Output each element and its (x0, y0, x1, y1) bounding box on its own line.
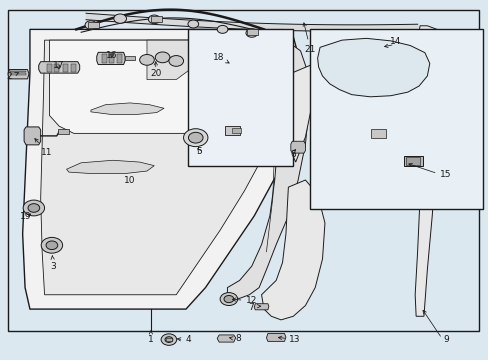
Text: 5: 5 (196, 147, 202, 156)
Text: 14: 14 (389, 37, 401, 46)
Bar (63, 64, 68, 72)
Text: 7: 7 (248, 303, 254, 312)
Polygon shape (97, 52, 125, 64)
Bar (88, 22, 99, 28)
Polygon shape (49, 40, 234, 134)
Bar (188, 30, 293, 166)
Bar (8, 10, 478, 330)
Bar (117, 54, 122, 63)
Bar (370, 129, 385, 138)
Text: 2: 2 (7, 72, 19, 81)
Circle shape (245, 29, 257, 37)
Text: 3: 3 (50, 256, 56, 271)
Bar (232, 128, 241, 134)
Bar (10, 73, 26, 75)
Text: 6: 6 (290, 150, 296, 159)
Polygon shape (227, 44, 308, 298)
Bar (10, 71, 26, 72)
Polygon shape (24, 127, 41, 145)
Bar (109, 54, 114, 63)
Circle shape (114, 14, 126, 23)
Circle shape (188, 132, 203, 143)
Circle shape (183, 129, 207, 147)
Polygon shape (290, 65, 312, 162)
Bar (47, 64, 52, 72)
Circle shape (220, 293, 237, 306)
Bar (58, 129, 69, 134)
Polygon shape (217, 335, 235, 342)
Polygon shape (266, 333, 285, 341)
Circle shape (161, 334, 176, 345)
Circle shape (164, 337, 172, 342)
Circle shape (140, 54, 154, 65)
Circle shape (217, 26, 227, 33)
Text: 18: 18 (213, 53, 229, 63)
Circle shape (224, 296, 233, 303)
Bar (102, 54, 107, 63)
Polygon shape (39, 62, 80, 73)
Circle shape (155, 52, 169, 63)
Bar (224, 126, 239, 135)
Polygon shape (290, 141, 305, 153)
Text: 12: 12 (245, 296, 256, 305)
Circle shape (41, 237, 62, 253)
Text: 8: 8 (235, 334, 241, 343)
Bar (151, 17, 161, 22)
Polygon shape (147, 40, 195, 80)
Text: 19: 19 (20, 212, 32, 221)
Polygon shape (317, 39, 429, 97)
Bar (310, 30, 483, 209)
Circle shape (85, 21, 97, 30)
Text: 17: 17 (52, 62, 64, 71)
Polygon shape (41, 40, 278, 295)
Text: 10: 10 (124, 176, 135, 185)
Text: 16: 16 (106, 51, 118, 60)
Bar (404, 156, 422, 166)
Text: 1: 1 (148, 331, 153, 344)
Circle shape (187, 20, 198, 28)
Circle shape (168, 55, 183, 66)
Bar (125, 56, 135, 60)
Text: 21: 21 (303, 23, 315, 54)
Bar (165, 338, 172, 341)
Circle shape (28, 204, 40, 212)
Text: 4: 4 (185, 335, 191, 344)
Bar (71, 64, 76, 72)
Polygon shape (8, 69, 29, 79)
Polygon shape (91, 103, 163, 114)
Circle shape (46, 241, 58, 249)
Bar (246, 29, 257, 35)
Polygon shape (66, 160, 154, 174)
Polygon shape (414, 26, 439, 316)
Circle shape (23, 200, 44, 216)
Text: 20: 20 (150, 69, 161, 78)
Bar (406, 157, 419, 165)
Bar (54, 64, 59, 72)
Text: 9: 9 (443, 335, 448, 344)
Polygon shape (254, 304, 268, 310)
Text: 13: 13 (289, 335, 300, 344)
Polygon shape (261, 180, 325, 320)
Polygon shape (22, 30, 307, 309)
Text: 11: 11 (35, 139, 53, 157)
Text: 15: 15 (439, 170, 450, 179)
Circle shape (148, 15, 160, 24)
